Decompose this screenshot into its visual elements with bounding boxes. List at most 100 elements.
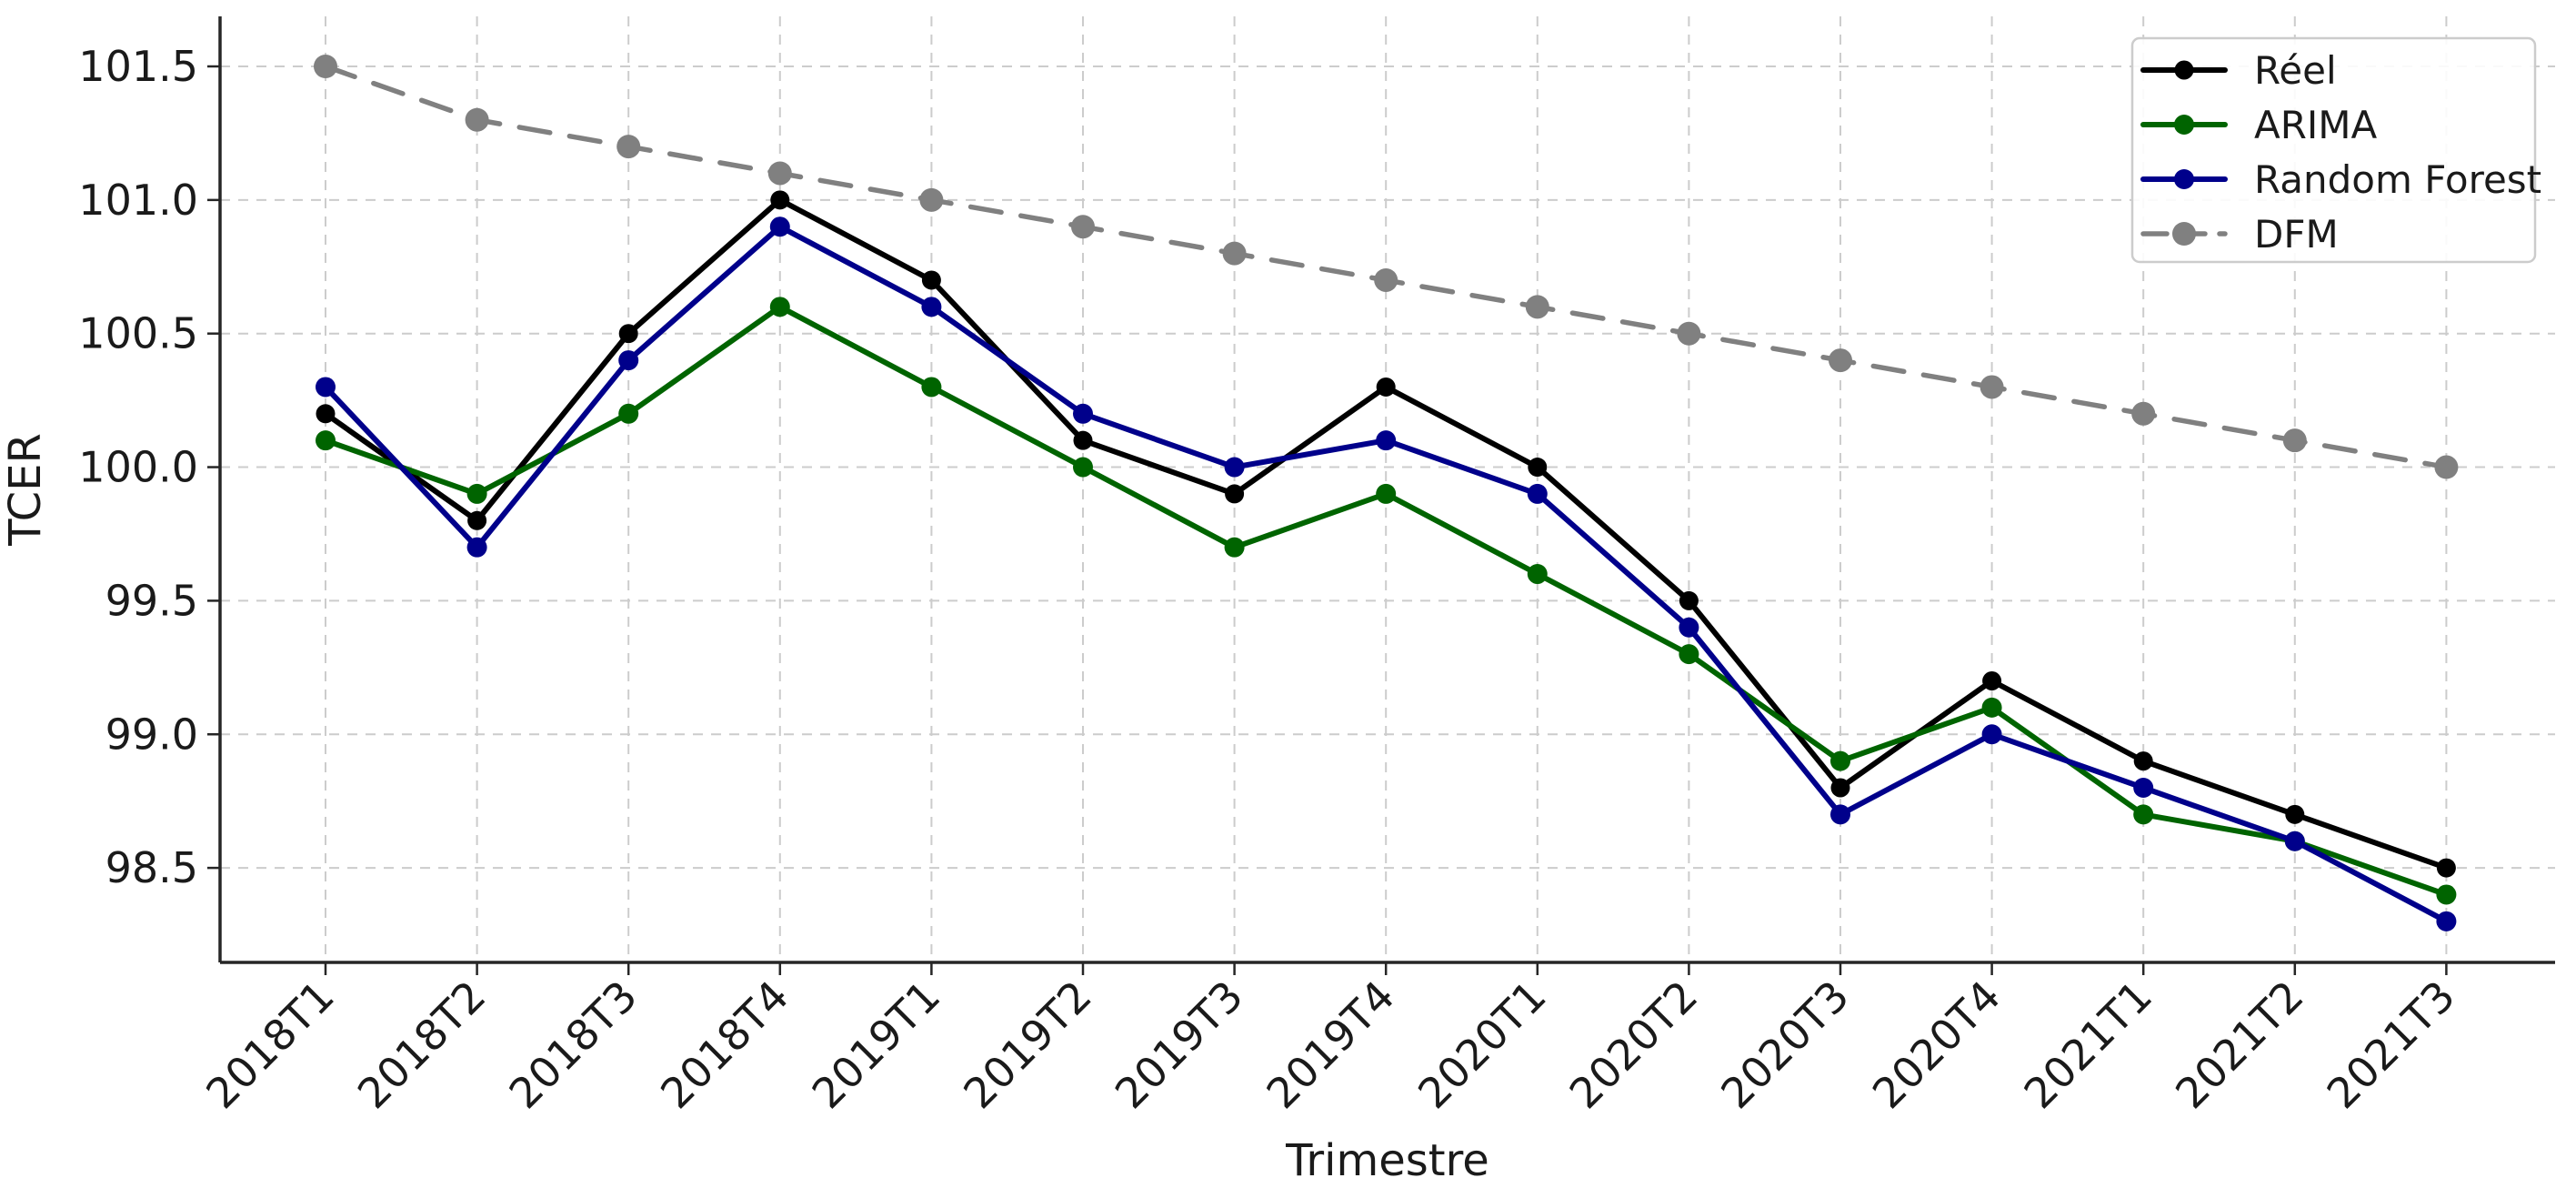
data-point-random-forest (921, 297, 942, 317)
y-tick-label: 99.0 (105, 710, 198, 759)
data-point-dfm (1374, 267, 1398, 292)
y-tick-label: 99.5 (105, 576, 198, 625)
data-point-random-forest (769, 216, 790, 237)
x-tick-label: 2018T3 (499, 972, 647, 1119)
x-tick-label: 2019T3 (1106, 972, 1253, 1119)
data-point-dfm (1980, 375, 2004, 399)
x-tick-label: 2019T4 (1257, 972, 1404, 1119)
x-axis-title: Trimestre (1285, 1135, 1489, 1186)
data-point-réel (467, 510, 487, 530)
data-point-réel (2285, 804, 2305, 824)
data-point-arima (1073, 457, 1093, 478)
y-axis-title: TCER (0, 433, 51, 547)
legend-label: Random Forest (2254, 157, 2541, 202)
x-tick-label: 2020T3 (1711, 972, 1859, 1119)
legend-label: ARIMA (2254, 103, 2378, 147)
data-point-dfm (1071, 215, 1095, 239)
data-point-random-forest (466, 537, 487, 558)
data-point-dfm (2131, 401, 2156, 426)
y-tick-label: 101.0 (78, 176, 198, 225)
data-point-random-forest (2133, 777, 2154, 798)
series-layer (314, 55, 2459, 931)
legend-label: Réel (2254, 48, 2337, 93)
data-point-dfm (616, 135, 641, 159)
data-point-dfm (1222, 241, 1247, 266)
data-point-arima (1679, 644, 1699, 665)
data-point-arima (466, 483, 487, 504)
data-point-réel (1528, 458, 1548, 478)
data-point-arima (769, 297, 790, 317)
y-tick-label: 98.5 (105, 843, 198, 892)
x-tick-label: 2018T1 (196, 972, 344, 1119)
data-point-réel (1679, 590, 1699, 610)
data-point-réel (1830, 778, 1850, 798)
data-point-random-forest (316, 377, 336, 398)
data-point-random-forest (2284, 831, 2305, 851)
data-point-dfm (1677, 321, 1701, 346)
data-point-réel (1376, 377, 1396, 397)
x-tick-label: 2020T2 (1560, 972, 1708, 1119)
legend-box (2130, 36, 2537, 264)
x-tick-label: 2019T2 (954, 972, 1101, 1119)
data-point-réel (2133, 751, 2153, 771)
data-point-réel (921, 270, 941, 290)
legend-marker (2174, 60, 2194, 80)
data-point-random-forest (1527, 483, 1548, 504)
legend-layer: Réel ARIMA Random Forest DFM (2130, 36, 2541, 264)
data-point-réel (316, 404, 336, 424)
x-tick-label: 2018T4 (651, 972, 798, 1119)
data-point-réel (618, 324, 638, 344)
data-point-arima (1830, 750, 1850, 771)
data-point-arima (1376, 483, 1397, 504)
data-point-random-forest (1073, 403, 1093, 424)
data-point-réel (2436, 858, 2456, 878)
data-point-dfm (767, 161, 792, 186)
data-point-dfm (314, 55, 337, 78)
data-point-arima (2133, 804, 2154, 825)
x-tick-label: 2021T1 (2014, 972, 2161, 1119)
data-point-arima (1527, 564, 1548, 585)
data-point-réel (1225, 484, 1245, 504)
x-tick-label: 2021T3 (2318, 972, 2465, 1119)
y-tick-label: 100.0 (78, 443, 198, 492)
data-point-arima (618, 403, 639, 424)
data-point-random-forest (1830, 804, 1850, 825)
y-tick-label: 101.5 (78, 42, 198, 91)
data-point-dfm (919, 187, 944, 212)
data-point-dfm (1525, 295, 1549, 319)
data-point-dfm (465, 107, 489, 132)
legend-item-arima: ARIMA (2140, 103, 2378, 147)
data-point-random-forest (1224, 457, 1245, 478)
x-tick-label: 2019T1 (803, 972, 950, 1119)
data-point-réel (1982, 671, 2002, 691)
data-point-arima (316, 430, 336, 451)
legend-item-dfm: DFM (2140, 212, 2339, 257)
data-point-dfm (1829, 348, 1852, 373)
data-point-dfm (2282, 428, 2307, 453)
data-point-random-forest (1376, 430, 1397, 451)
legend-marker (2172, 222, 2196, 246)
legend-item-réel: Réel (2140, 48, 2337, 93)
x-tick-label: 2020T4 (1863, 972, 2010, 1119)
legend-marker (2174, 115, 2194, 135)
data-point-arima (2436, 884, 2457, 905)
legend-marker (2174, 169, 2194, 189)
data-point-réel (770, 190, 790, 210)
data-point-random-forest (2436, 911, 2457, 931)
data-point-arima (1981, 697, 2002, 718)
data-point-random-forest (1679, 617, 1699, 638)
x-tick-label: 2021T2 (2166, 972, 2313, 1119)
x-tick-label: 2018T2 (348, 972, 496, 1119)
data-point-random-forest (618, 350, 639, 371)
data-point-arima (921, 377, 942, 398)
x-tick-label: 2020T1 (1408, 972, 1556, 1119)
data-point-arima (1224, 537, 1245, 558)
legend-item-random-forest: Random Forest (2140, 157, 2541, 202)
legend-label: DFM (2254, 212, 2339, 257)
data-point-dfm (2434, 455, 2459, 479)
y-tick-label: 100.5 (78, 309, 198, 358)
data-point-réel (1073, 430, 1093, 450)
data-point-random-forest (1981, 724, 2002, 745)
